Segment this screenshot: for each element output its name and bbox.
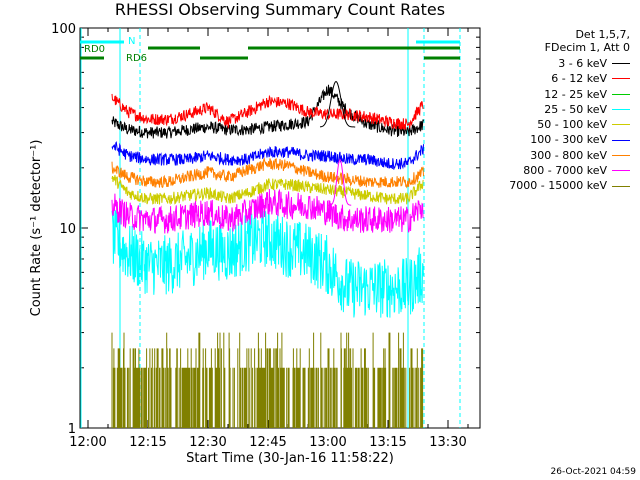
legend-swatch xyxy=(612,78,630,80)
series-line-5 xyxy=(111,141,424,170)
timestamp: 26-Oct-2021 04:59 xyxy=(550,467,636,477)
legend-swatch xyxy=(612,124,630,126)
legend-swatch xyxy=(612,185,630,187)
segment-label-rd6: RD6 xyxy=(126,53,147,64)
legend-label: 25 - 50 keV xyxy=(544,102,607,116)
series-line-6 xyxy=(111,157,424,189)
legend-label: 100 - 300 keV xyxy=(530,133,607,147)
series-line-7 xyxy=(111,188,424,234)
legend-item: 6 - 12 keV xyxy=(509,71,630,86)
legend-label: 7000 - 15000 keV xyxy=(509,179,607,193)
legend-label: 800 - 7000 keV xyxy=(523,164,607,178)
segment-label-n: N xyxy=(128,36,135,47)
legend-swatch xyxy=(612,63,630,65)
x-tick-label: 12:30 xyxy=(189,435,226,450)
x-tick-label: 13:30 xyxy=(429,435,466,450)
legend-item: 25 - 50 keV xyxy=(509,102,630,117)
legend-item: 3 - 6 keV xyxy=(509,56,630,71)
legend-item: 100 - 300 keV xyxy=(509,132,630,147)
x-tick-label: 12:45 xyxy=(249,435,286,450)
legend: 3 - 6 keV 6 - 12 keV 12 - 25 keV 25 - 50 ke… xyxy=(509,56,630,194)
legend-label: 6 - 12 keV xyxy=(551,72,607,86)
series-line-8 xyxy=(111,332,424,428)
series-line-1 xyxy=(111,93,424,130)
chart-marks: 1 10 100 12:00 12:15 12:30 12:45 13:00 13:15 13:3… xyxy=(29,22,481,466)
y-tick-label: 1 xyxy=(68,422,76,437)
legend-swatch xyxy=(612,170,630,172)
legend-header-line-1: Det 1,5,7, xyxy=(575,28,630,41)
legend-swatch xyxy=(612,154,630,156)
legend-item: 12 - 25 keV xyxy=(509,87,630,102)
series-line-0 xyxy=(111,84,424,139)
legend-item: 7000 - 15000 keV xyxy=(509,178,630,193)
legend-label: 12 - 25 keV xyxy=(544,87,607,101)
x-tick-label: 13:00 xyxy=(309,435,346,450)
flare-spike-magenta xyxy=(328,158,352,206)
series-line-3 xyxy=(111,209,424,318)
x-tick-label: 12:15 xyxy=(129,435,166,450)
legend-swatch xyxy=(612,109,630,111)
legend-header: Det 1,5,7, FDecim 1, Att 0 xyxy=(545,28,630,54)
y-tick-label: 10 xyxy=(59,222,76,237)
legend-label: 300 - 800 keV xyxy=(530,148,607,162)
series-line-4 xyxy=(111,174,424,206)
flare-spike xyxy=(319,80,356,128)
legend-label: 3 - 6 keV xyxy=(558,57,607,70)
x-tick-label: 13:15 xyxy=(369,435,406,450)
x-tick-label: 12:00 xyxy=(69,435,106,450)
legend-item: 800 - 7000 keV xyxy=(509,163,630,178)
y-tick-label: 100 xyxy=(51,22,76,37)
legend-item: 50 - 100 keV xyxy=(509,117,630,132)
legend-item: 300 - 800 keV xyxy=(509,148,630,163)
y-axis-label: Count Rate (s⁻¹ detector⁻¹) xyxy=(29,140,44,317)
chart-title: RHESSI Observing Summary Count Rates xyxy=(114,0,446,19)
legend-swatch xyxy=(612,139,630,141)
legend-label: 50 - 100 keV xyxy=(537,118,607,132)
x-axis-label: Start Time (30-Jan-16 11:58:22) xyxy=(186,451,394,466)
legend-swatch xyxy=(612,93,630,95)
segment-label-rd0: RD0 xyxy=(84,44,105,55)
legend-header-line-2: FDecim 1, Att 0 xyxy=(544,41,630,54)
